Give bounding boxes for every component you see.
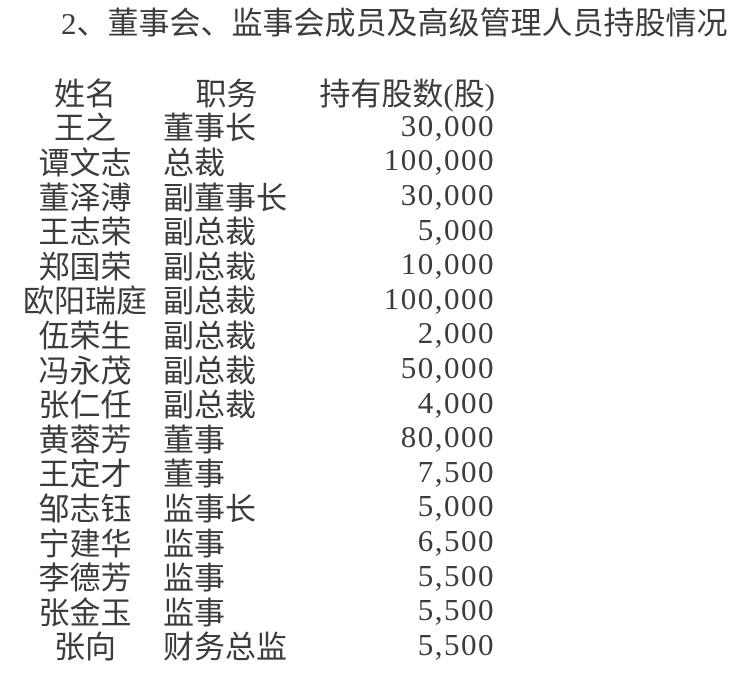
table-row: 伍荣生 副总裁 2,000: [12, 315, 753, 354]
member-shares: 2,000: [417, 315, 495, 351]
member-name: 宁建华: [38, 526, 132, 562]
table-row: 李德芳 监事 5,500: [12, 557, 753, 597]
table-header-row: 姓名 职务 持有股数(股): [12, 74, 753, 112]
column-header-position: 职务: [195, 76, 258, 112]
member-name: 冯永茂: [38, 353, 132, 389]
member-name: 王定才: [38, 457, 132, 493]
member-position: 副总裁: [163, 249, 256, 285]
table-row: 张向 财务总监 5,500: [12, 626, 753, 666]
table-row: 宁建华 监事 6,500: [12, 523, 753, 562]
table-row: 欧阳瑞庭 副总裁 100,000: [12, 280, 753, 320]
member-shares: 5,500: [417, 626, 495, 662]
member-name: 黄蓉芳: [38, 422, 132, 458]
member-position: 监事: [163, 526, 225, 562]
member-name: 李德芳: [38, 561, 132, 597]
member-shares: 100,000: [383, 280, 495, 316]
shareholdings-table: 姓名 职务 持有股数(股) 王之 董事长 30,000 谭文志 总裁 100,0…: [12, 74, 753, 666]
section-title: 2、董事会、监事会成员及高级管理人员持股情况: [61, 6, 728, 41]
table-row: 谭文志 总裁 100,000: [12, 142, 753, 181]
member-name: 欧阳瑞庭: [23, 284, 147, 320]
member-name: 谭文志: [38, 145, 132, 181]
member-shares: 5,500: [417, 592, 495, 628]
member-shares: 4,000: [417, 384, 495, 420]
table-row: 董泽溥 副董事长 30,000: [12, 177, 753, 216]
member-position: 总裁: [163, 145, 225, 181]
member-position: 财务总监: [163, 630, 287, 666]
member-position: 监事: [163, 595, 225, 631]
table-row: 张仁任 副总裁 4,000: [12, 384, 753, 424]
member-position: 副总裁: [163, 388, 256, 424]
member-position: 董事: [163, 457, 225, 493]
member-position: 副总裁: [163, 318, 256, 354]
table-row: 王定才 董事 7,500: [12, 453, 753, 493]
member-shares: 80,000: [400, 419, 495, 455]
member-shares: 50,000: [400, 350, 495, 386]
member-shares: 7,500: [417, 453, 495, 489]
member-name: 张金玉: [38, 595, 132, 631]
member-position: 董事长: [163, 111, 256, 147]
column-header-shares: 持有股数(股): [319, 76, 495, 112]
member-name: 邹志钰: [38, 491, 132, 527]
column-header-name: 姓名: [54, 76, 116, 112]
member-shares: 30,000: [400, 177, 495, 213]
table-row: 黄蓉芳 董事 80,000: [12, 419, 753, 458]
member-position: 副总裁: [163, 284, 256, 320]
member-shares: 10,000: [400, 246, 495, 282]
member-shares: 5,000: [417, 211, 495, 247]
table-row: 王志荣 副总裁 5,000: [12, 211, 753, 251]
member-shares: 5,000: [417, 488, 495, 524]
table-row: 王之 董事长 30,000: [12, 107, 753, 147]
member-shares: 30,000: [400, 107, 495, 143]
member-name: 王之: [54, 111, 116, 147]
member-shares: 5,500: [417, 557, 495, 593]
member-name: 郑国荣: [38, 249, 132, 285]
member-name: 董泽溥: [38, 180, 132, 216]
table-row: 张金玉 监事 5,500: [12, 592, 753, 631]
member-name: 伍荣生: [38, 318, 132, 354]
member-position: 副总裁: [163, 353, 256, 389]
member-position: 副董事长: [163, 180, 287, 216]
member-position: 监事: [163, 561, 225, 597]
member-name: 王志荣: [38, 215, 132, 251]
table-row: 郑国荣 副总裁 10,000: [12, 246, 753, 285]
member-name: 张仁任: [38, 388, 132, 424]
table-row: 邹志钰 监事长 5,000: [12, 488, 753, 527]
member-shares: 100,000: [383, 142, 495, 178]
member-position: 副总裁: [163, 215, 256, 251]
member-position: 董事: [163, 422, 225, 458]
table-row: 冯永茂 副总裁 50,000: [12, 350, 753, 389]
member-shares: 6,500: [417, 523, 495, 559]
member-position: 监事长: [163, 491, 256, 527]
member-name: 张向: [54, 630, 116, 666]
